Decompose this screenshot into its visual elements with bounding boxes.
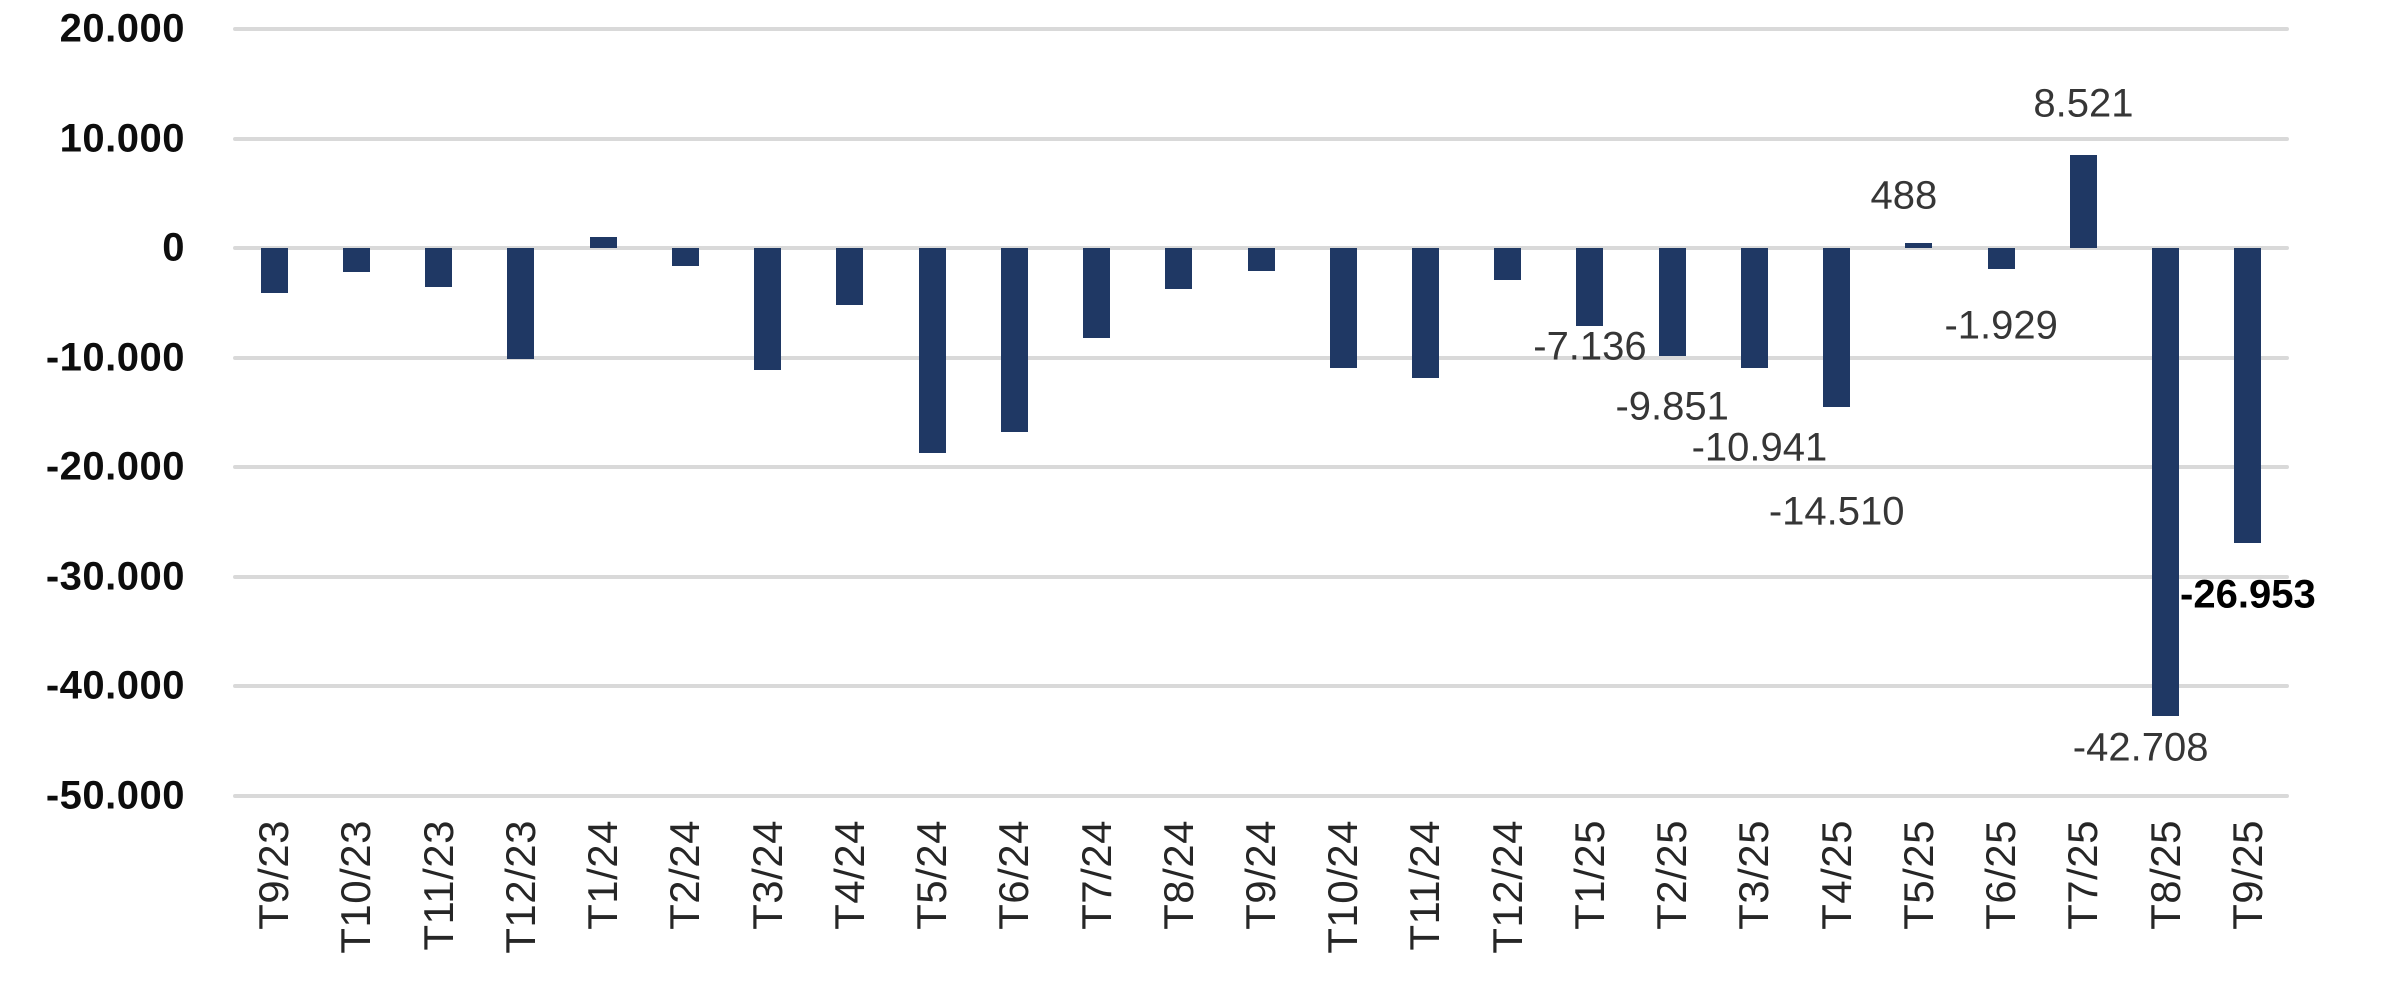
- y-tick-label: 0: [162, 225, 185, 270]
- x-tick-label: T9/23: [250, 820, 298, 930]
- x-tick-label: T9/24: [1237, 820, 1284, 930]
- x-tick-label: T10/24: [1319, 820, 1367, 954]
- x-tick-label: T6/24: [990, 820, 1038, 930]
- bar-T8-24: [1165, 248, 1193, 289]
- bar-T12-24: [1494, 248, 1522, 280]
- y-tick-label: -40.000: [45, 663, 185, 708]
- bar-T1-24: [589, 237, 617, 248]
- gridline: [233, 465, 2289, 469]
- bar-T12-23: [507, 248, 535, 359]
- gridline: [233, 793, 2289, 798]
- x-tick-label: T5/25: [1894, 820, 1942, 930]
- x-tick-label: T12/23: [496, 820, 544, 954]
- x-tick-label: T8/25: [2141, 820, 2189, 930]
- bar-T11-24: [1411, 248, 1439, 379]
- bar-T6-25: [1987, 248, 2015, 270]
- x-tick-label: T10/23: [332, 820, 380, 954]
- bar-T5-25: [1905, 242, 1933, 248]
- bar-value-label: -7.136: [1533, 324, 1647, 369]
- x-tick-label: T11/23: [414, 820, 462, 951]
- bar-T6-24: [1000, 248, 1028, 432]
- bar-T9-24: [1247, 248, 1275, 271]
- gridline: [233, 355, 2289, 360]
- bar-T2-24: [671, 248, 699, 266]
- x-tick-label: T2/25: [1648, 820, 1696, 930]
- x-tick-label: T9/25: [2223, 820, 2271, 930]
- y-tick-label: 10.000: [59, 116, 185, 160]
- y-tick-label: 20.000: [59, 6, 185, 51]
- x-tick-label: T7/25: [2059, 820, 2107, 930]
- bar-T8-25: [2152, 248, 2180, 716]
- gridline: [233, 27, 2289, 31]
- bar-T5-24: [918, 248, 946, 453]
- bar-value-label: 488: [1870, 173, 1938, 218]
- bar-value-label: -26.953: [2180, 572, 2316, 617]
- bar-T10-23: [342, 248, 370, 273]
- bar-value-label: -1.929: [1944, 303, 2058, 348]
- bar-value-label: 8.521: [2033, 81, 2134, 126]
- bar-T7-24: [1083, 248, 1111, 338]
- x-tick-label: T1/24: [579, 820, 627, 930]
- bar-value-label: -9.851: [1615, 384, 1729, 429]
- y-tick-label: -20.000: [45, 444, 185, 489]
- bar-T11-23: [425, 248, 453, 288]
- x-tick-label: T2/24: [661, 820, 709, 930]
- x-tick-label: T5/24: [908, 820, 956, 930]
- y-tick-label: -50.000: [45, 773, 185, 817]
- gridline: [233, 684, 2289, 688]
- x-tick-label: T4/24: [825, 820, 873, 930]
- y-tick-label: -30.000: [45, 554, 185, 598]
- bar-T9-25: [2234, 248, 2262, 544]
- x-tick-label: T7/24: [1072, 820, 1120, 930]
- bar-T3-25: [1740, 248, 1768, 368]
- x-tick-label: T8/24: [1154, 820, 1202, 930]
- bar-T7-25: [2069, 154, 2097, 248]
- bar-T3-24: [754, 248, 782, 370]
- gridline: [233, 574, 2289, 579]
- bar-value-label: -14.510: [1768, 489, 1905, 534]
- bar-T4-24: [836, 248, 864, 305]
- bar-T4-25: [1823, 248, 1851, 407]
- y-tick-label: -10.000: [45, 335, 185, 379]
- bar-value-label: -42.708: [2072, 725, 2209, 770]
- x-tick-label: T11/24: [1401, 820, 1449, 951]
- x-tick-label: T1/25: [1565, 820, 1613, 930]
- x-tick-label: T12/24: [1483, 820, 1531, 954]
- bar-T10-24: [1329, 248, 1357, 369]
- x-tick-label: T3/25: [1730, 820, 1778, 930]
- gridline: [233, 136, 2289, 141]
- bar-T2-25: [1658, 248, 1686, 356]
- bar-T9-23: [260, 248, 288, 293]
- x-tick-label: T4/25: [1812, 820, 1860, 930]
- x-tick-label: T6/25: [1977, 820, 2025, 930]
- bar-value-label: -10.941: [1691, 425, 1828, 470]
- x-tick-label: T3/24: [743, 820, 791, 930]
- bar-T1-25: [1576, 248, 1604, 327]
